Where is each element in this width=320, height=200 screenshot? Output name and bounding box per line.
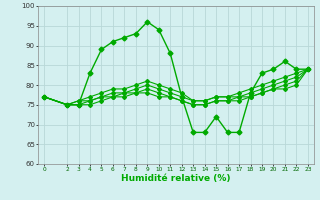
X-axis label: Humidité relative (%): Humidité relative (%) — [121, 174, 231, 183]
